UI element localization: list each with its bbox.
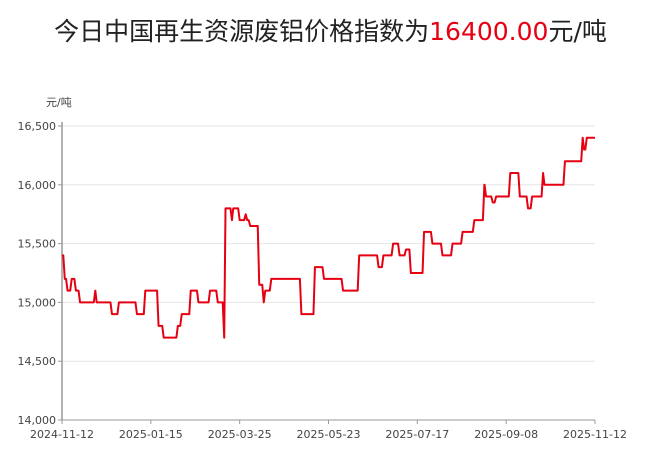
title-prefix: 今日中国再生资源废铝价格指数为 xyxy=(54,17,430,46)
x-tick-label: 2025-09-08 xyxy=(474,428,538,441)
series-group xyxy=(61,136,596,339)
title-unit: 元/吨 xyxy=(548,17,607,46)
y-tick-label: 15,000 xyxy=(18,296,57,309)
x-tick-label: 2025-03-25 xyxy=(208,428,272,441)
chart-title: 今日中国再生资源废铝价格指数为16400.00元/吨 xyxy=(0,12,661,48)
x-tick-label: 2025-01-15 xyxy=(119,428,183,441)
x-tick-label: 2025-05-23 xyxy=(297,428,361,441)
price-line xyxy=(62,136,595,339)
y-tick-label: 16,000 xyxy=(18,179,57,192)
y-tick-label: 14,500 xyxy=(18,355,57,368)
x-tick-label: 2025-11-12 xyxy=(563,428,627,441)
x-tick-label: 2025-07-17 xyxy=(385,428,449,441)
grid-lines xyxy=(62,125,595,362)
y-axis: 14,000 14,500 15,000 15,500 16,000 16,500 xyxy=(18,120,63,427)
y-tick-label: 15,500 xyxy=(18,238,57,251)
x-axis: 2024-11-12 2025-01-15 2025-03-25 2025-05-23… xyxy=(30,419,627,441)
y-axis-unit-label: 元/吨 xyxy=(46,96,72,109)
title-price-value: 16400.00 xyxy=(429,17,549,46)
y-tick-label: 16,500 xyxy=(18,120,57,133)
y-tick-label: 14,000 xyxy=(18,414,57,427)
x-tick-label: 2024-11-12 xyxy=(30,428,94,441)
